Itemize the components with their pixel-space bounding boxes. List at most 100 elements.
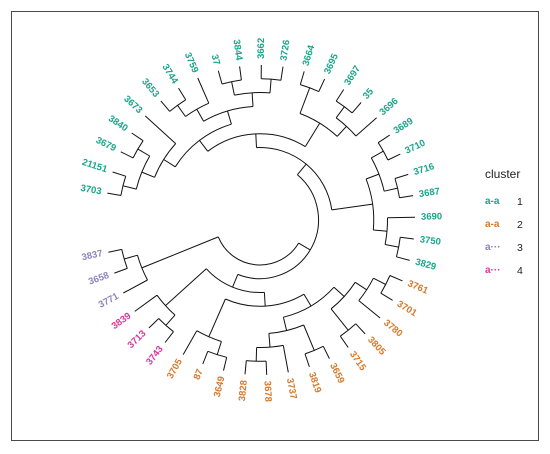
dendrogram-branch-65 [373, 229, 388, 232]
dendrogram-branch-52 [355, 117, 377, 137]
tip-label-3710: 3710 [403, 138, 427, 157]
dendrogram-branch-103 [244, 360, 247, 375]
dendrogram-branch-18 [120, 151, 134, 159]
dendrogram-branch-30 [251, 92, 254, 107]
dendrogram-branch-123 [114, 267, 128, 274]
tip-label-3844: 3844 [231, 39, 245, 62]
dendrogram-arc-92 [268, 324, 304, 334]
tip-label-3690: 3690 [421, 211, 442, 222]
tip-label-3761: 3761 [406, 278, 430, 297]
dendrogram-branch-0 [298, 242, 311, 251]
dendrogram-arc-83 [380, 275, 391, 294]
dendrogram-root-arc [217, 236, 300, 266]
dendrogram-branch-68 [385, 244, 399, 248]
tip-label-3840: 3840 [106, 113, 130, 134]
legend: cluster a-a 1 a-a 2 a··· 3 a··· 4 [485, 167, 545, 282]
dendrogram-branch-34 [217, 70, 223, 85]
tip-label-3687: 3687 [418, 186, 441, 200]
dendrogram-branch-53 [331, 203, 373, 211]
dendrogram-branch-76 [303, 293, 312, 307]
dendrogram-arc-22 [203, 106, 254, 122]
dendrogram-branch-6 [199, 140, 209, 152]
dendrogram-branch-28 [178, 87, 187, 101]
dendrogram-arc-114 [158, 318, 174, 333]
tip-label-37: 37 [209, 53, 222, 66]
tip-label-3839: 3839 [110, 311, 134, 332]
dendrogram-branch-25 [177, 105, 186, 117]
dendrogram-branch-48 [335, 106, 345, 119]
dendrogram-branch-124 [108, 248, 122, 253]
tip-label-3695: 3695 [322, 51, 341, 75]
tip-label-3705: 3705 [165, 356, 185, 380]
dendrogram-branch-55 [365, 173, 380, 180]
tip-label-3713: 3713 [126, 328, 149, 351]
dendrogram-arc-122 [121, 249, 128, 269]
legend-label-3: 3 [517, 241, 523, 254]
dendrogram-branch-80 [354, 281, 367, 291]
dendrogram-branch-111 [165, 268, 207, 306]
dendrogram-branch-42 [299, 87, 311, 114]
dendrogram-branch-104 [208, 298, 226, 338]
tip-label-3828: 3828 [237, 380, 250, 402]
dendrogram-arc-75 [225, 293, 305, 307]
tip-label-3750: 3750 [419, 234, 441, 247]
tip-label-3696: 3696 [377, 96, 400, 118]
dendrogram-arc-107 [207, 350, 227, 358]
dendrogram-arc-112 [156, 294, 176, 316]
tip-label-3837: 3837 [81, 248, 104, 263]
dendrogram-branch-45 [318, 78, 326, 92]
dendrogram-branch-117 [134, 294, 158, 312]
dendrogram-branch-71 [396, 256, 410, 261]
tip-label-3678: 3678 [261, 381, 273, 403]
dendrogram-branch-84 [389, 275, 403, 282]
legend-label-1: 1 [517, 195, 523, 208]
tip-label-3649: 3649 [212, 375, 228, 398]
dendrogram-arc-9 [154, 143, 177, 178]
dendrogram-branch-108 [223, 357, 228, 371]
dendrogram-branch-74 [263, 292, 266, 307]
dendrogram-branch-16 [137, 148, 150, 157]
dendrogram-branch-8 [163, 159, 176, 168]
dendrogram-branch-99 [282, 345, 289, 373]
dendrogram-branch-2 [297, 163, 307, 176]
dendrogram-branch-60 [387, 153, 401, 161]
legend-item-4: a··· 4 [485, 259, 545, 282]
dendrogram-branch-113 [165, 314, 176, 326]
tip-label-21151: 21151 [81, 157, 110, 176]
tip-label-3653: 3653 [139, 76, 161, 99]
dendrogram-branch-20 [144, 115, 177, 144]
dendrogram-branch-63 [394, 173, 409, 179]
dendrogram-branch-51 [351, 102, 362, 114]
dendrogram-branch-14 [107, 192, 121, 196]
tip-label-3697: 3697 [342, 64, 363, 88]
legend-label-2: 2 [517, 218, 523, 231]
tip-label-3726: 3726 [278, 39, 292, 62]
dendrogram-branch-12 [122, 185, 137, 190]
legend-item-3: a··· 3 [485, 236, 545, 259]
dendrogram-branch-44 [299, 71, 305, 85]
dendrogram-branch-90 [339, 335, 349, 348]
dendrogram-arc-11 [135, 155, 151, 190]
dendrogram-branch-96 [304, 353, 310, 368]
legend-key-4: a··· [485, 265, 501, 276]
tip-label-3664: 3664 [301, 43, 318, 67]
tip-label-3715: 3715 [347, 349, 368, 373]
dendrogram-branch-116 [148, 318, 160, 329]
dendrogram-branch-64 [399, 195, 414, 199]
dendrogram-arc-73 [205, 268, 265, 294]
tip-label-3759: 3759 [182, 51, 201, 75]
dendrogram-arc-49 [335, 100, 353, 114]
tip-label-3659: 3659 [327, 361, 346, 385]
dendrogram-branch-61 [384, 187, 398, 192]
legend-item-1: a-a 1 [485, 190, 545, 213]
dendrogram-branch-87 [330, 308, 349, 331]
legend-key-3: a··· [485, 242, 501, 253]
dendrogram-arc-7 [174, 123, 232, 168]
dendrogram-branch-110 [182, 330, 198, 355]
dendrogram-branch-102 [265, 361, 268, 375]
dendrogram-arc-26 [169, 99, 186, 112]
dendrogram-branch-91 [282, 317, 288, 331]
tip-label-3689: 3689 [392, 116, 416, 137]
dendrogram-arc-54 [365, 178, 375, 231]
